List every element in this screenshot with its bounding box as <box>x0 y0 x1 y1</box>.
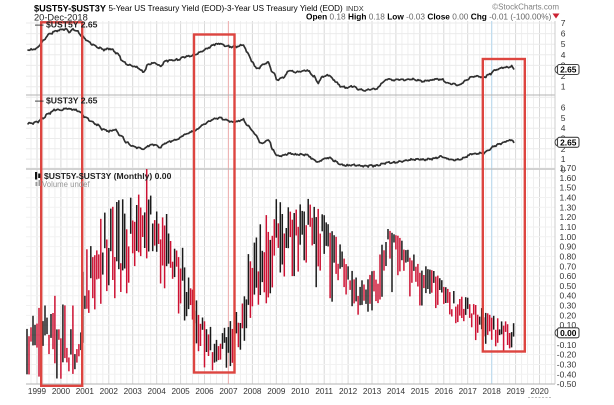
svg-text:2014: 2014 <box>387 387 406 396</box>
svg-text:-0.50: -0.50 <box>557 379 577 389</box>
svg-text:1: 1 <box>561 154 566 164</box>
svg-text:1: 1 <box>561 82 566 92</box>
svg-text:0.80: 0.80 <box>560 251 577 261</box>
svg-text:2008: 2008 <box>243 387 262 396</box>
svg-text:2015: 2015 <box>411 387 430 396</box>
svg-text:2001: 2001 <box>76 387 95 396</box>
svg-text:0.00: 0.00 <box>560 328 577 338</box>
svg-text:0.30: 0.30 <box>560 301 577 311</box>
svg-text:5-Year US Treasury Yield (EOD): 5-Year US Treasury Yield (EOD)-3-Year US… <box>109 4 344 13</box>
svg-text:2006: 2006 <box>195 387 214 396</box>
svg-text:2005: 2005 <box>171 387 190 396</box>
svg-text:5: 5 <box>561 39 566 49</box>
svg-text:2007: 2007 <box>219 387 238 396</box>
svg-text:INDX: INDX <box>346 4 364 13</box>
svg-text:1.30: 1.30 <box>560 202 577 212</box>
svg-text:0.70: 0.70 <box>560 261 577 271</box>
svg-text:5: 5 <box>561 113 566 123</box>
svg-text:2013: 2013 <box>363 387 382 396</box>
svg-text:2017: 2017 <box>459 387 478 396</box>
svg-text:2: 2 <box>561 144 566 154</box>
svg-text:0.50: 0.50 <box>560 281 577 291</box>
svg-text:1999: 1999 <box>28 387 47 396</box>
svg-text:0.40: 0.40 <box>560 291 577 301</box>
svg-text:2003: 2003 <box>124 387 143 396</box>
svg-text:0: 0 <box>561 164 566 174</box>
svg-text:2.65: 2.65 <box>560 65 577 75</box>
svg-text:2.65: 2.65 <box>560 137 577 147</box>
svg-text:— $UST3Y 2.65: — $UST3Y 2.65 <box>35 96 98 106</box>
svg-text:-0.20: -0.20 <box>557 350 577 360</box>
svg-text:2009: 2009 <box>267 387 286 396</box>
svg-text:1.20: 1.20 <box>560 212 577 222</box>
svg-text:Open 0.18 High 0.18 Low -0.03: Open 0.18 High 0.18 Low -0.03 Close 0.00… <box>306 12 552 22</box>
svg-text:4: 4 <box>561 123 566 133</box>
svg-text:$UST5Y-$UST3Y (Monthly) 0.00: $UST5Y-$UST3Y (Monthly) 0.00 <box>44 171 172 181</box>
svg-text:2004: 2004 <box>148 387 167 396</box>
svg-text:2011: 2011 <box>315 387 333 396</box>
svg-text:2019: 2019 <box>506 387 525 396</box>
svg-text:2016: 2016 <box>435 387 454 396</box>
svg-text:1.60: 1.60 <box>560 173 577 183</box>
svg-text:1.10: 1.10 <box>560 222 577 232</box>
svg-text:©StockCharts.com: ©StockCharts.com <box>492 3 559 12</box>
svg-text:1.50: 1.50 <box>560 183 577 193</box>
svg-text:2000: 2000 <box>52 387 71 396</box>
svg-text:2010: 2010 <box>291 387 310 396</box>
svg-text:0.20: 0.20 <box>560 310 577 320</box>
svg-text:2020: 2020 <box>530 387 549 396</box>
svg-text:-0.30: -0.30 <box>557 359 577 369</box>
svg-text:2012: 2012 <box>339 387 358 396</box>
svg-text:$UST5Y-$UST3Y: $UST5Y-$UST3Y <box>34 4 106 14</box>
svg-text:6: 6 <box>561 103 566 113</box>
svg-text:Volume undef: Volume undef <box>42 180 91 189</box>
svg-text:0.10: 0.10 <box>560 320 577 330</box>
svg-text:-0.40: -0.40 <box>557 369 577 379</box>
svg-text:4: 4 <box>561 50 566 60</box>
svg-text:2: 2 <box>561 71 566 81</box>
svg-text:2002: 2002 <box>100 387 119 396</box>
svg-text:-0.10: -0.10 <box>557 340 577 350</box>
svg-text:6: 6 <box>561 29 566 39</box>
svg-text:2018: 2018 <box>483 387 502 396</box>
svg-text:7: 7 <box>561 18 566 28</box>
svg-text:0.60: 0.60 <box>560 271 577 281</box>
svg-text:20-Dec-2018: 20-Dec-2018 <box>34 13 88 23</box>
svg-text:1.00: 1.00 <box>560 232 577 242</box>
svg-text:1.70: 1.70 <box>560 163 577 173</box>
svg-text:1.40: 1.40 <box>560 193 577 203</box>
svg-text:0.90: 0.90 <box>560 242 577 252</box>
svg-text:— $UST5Y 2.65: — $UST5Y 2.65 <box>35 20 98 30</box>
